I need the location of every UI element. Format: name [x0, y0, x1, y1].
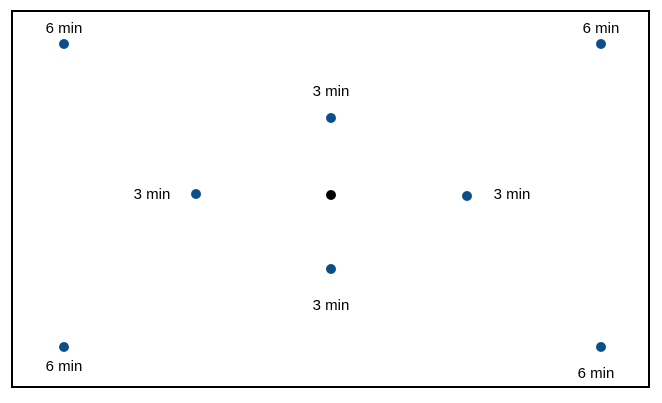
point-right-middle	[462, 191, 472, 201]
point-left-middle	[191, 189, 201, 199]
point-top-left	[59, 39, 69, 49]
point-lower-middle-label: 3 min	[313, 297, 350, 314]
point-bottom-right	[596, 342, 606, 352]
center-point	[326, 190, 336, 200]
point-top-right-label: 6 min	[583, 20, 620, 37]
point-bottom-left-label: 6 min	[46, 358, 83, 375]
point-upper-middle	[326, 113, 336, 123]
point-right-middle-label: 3 min	[494, 186, 531, 203]
diagram-border	[11, 10, 650, 388]
point-lower-middle	[326, 264, 336, 274]
point-upper-middle-label: 3 min	[313, 83, 350, 100]
point-bottom-left	[59, 342, 69, 352]
point-top-left-label: 6 min	[46, 20, 83, 37]
point-top-right	[596, 39, 606, 49]
point-left-middle-label: 3 min	[134, 186, 171, 203]
point-bottom-right-label: 6 min	[578, 365, 615, 382]
